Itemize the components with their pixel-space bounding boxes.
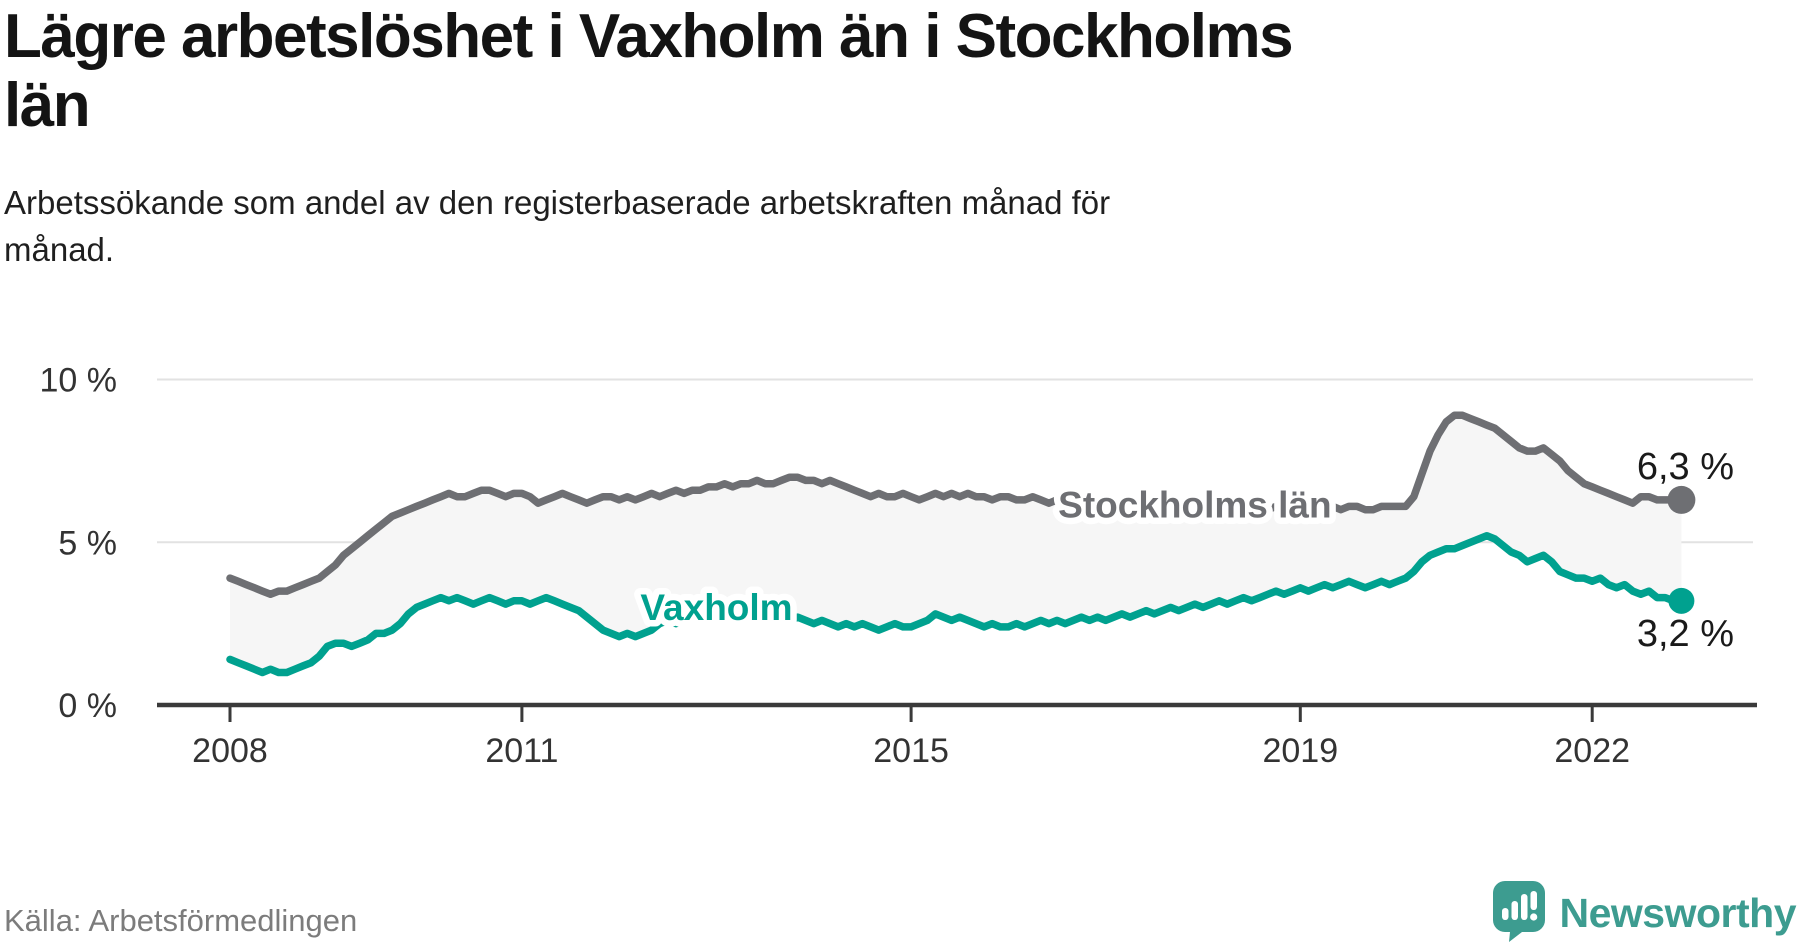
page-title-line2: län (4, 71, 91, 141)
y-tick-label-0pct: 0 % (58, 687, 117, 725)
series-label-vaxholm: Vaxholm (640, 587, 792, 628)
x-tick-label-2015: 2015 (873, 732, 949, 770)
x-tick-label-2008: 2008 (192, 732, 268, 770)
line-vaxholm (226, 531, 1686, 677)
brand-name: Newsworthy (1559, 890, 1797, 936)
page-title-line1: Lägre arbetslöshet i Vaxholm än i Stockh… (4, 2, 1294, 71)
x-tick-label-2011: 2011 (485, 732, 558, 770)
end-value-label-vaxholm: 3,2 % (1637, 613, 1734, 655)
chart-subtitle-line1: Arbetssökande som andel av den registerb… (4, 184, 1111, 221)
end-value-label-stockholms-lan: 6,3 % (1637, 446, 1734, 488)
end-dot-vaxholm (1668, 587, 1695, 614)
x-tick-label-2019: 2019 (1262, 732, 1338, 770)
gap-band (230, 415, 1682, 673)
line-stockholms-lan (226, 411, 1686, 599)
x-tick-label-2022: 2022 (1554, 732, 1630, 770)
y-tick-label-10pct: 10 % (40, 362, 118, 400)
bar-chart-speech-bubble-icon (1492, 880, 1546, 947)
y-tick-label-5pct: 5 % (58, 524, 117, 562)
chart-subtitle: Arbetssökande som andel av den registerb… (4, 180, 1784, 274)
source-credit: Källa: Arbetsförmedlingen (4, 903, 358, 938)
page-title: Lägre arbetslöshet i Vaxholm än i Stockh… (4, 2, 1784, 141)
chart-subtitle-line2: månad. (4, 230, 115, 268)
series-label-stockholms-lan: Stockholms län (1058, 484, 1331, 525)
end-dot-stockholms-lan (1667, 485, 1696, 514)
brand-lockup: Newsworthy (1492, 880, 1797, 947)
